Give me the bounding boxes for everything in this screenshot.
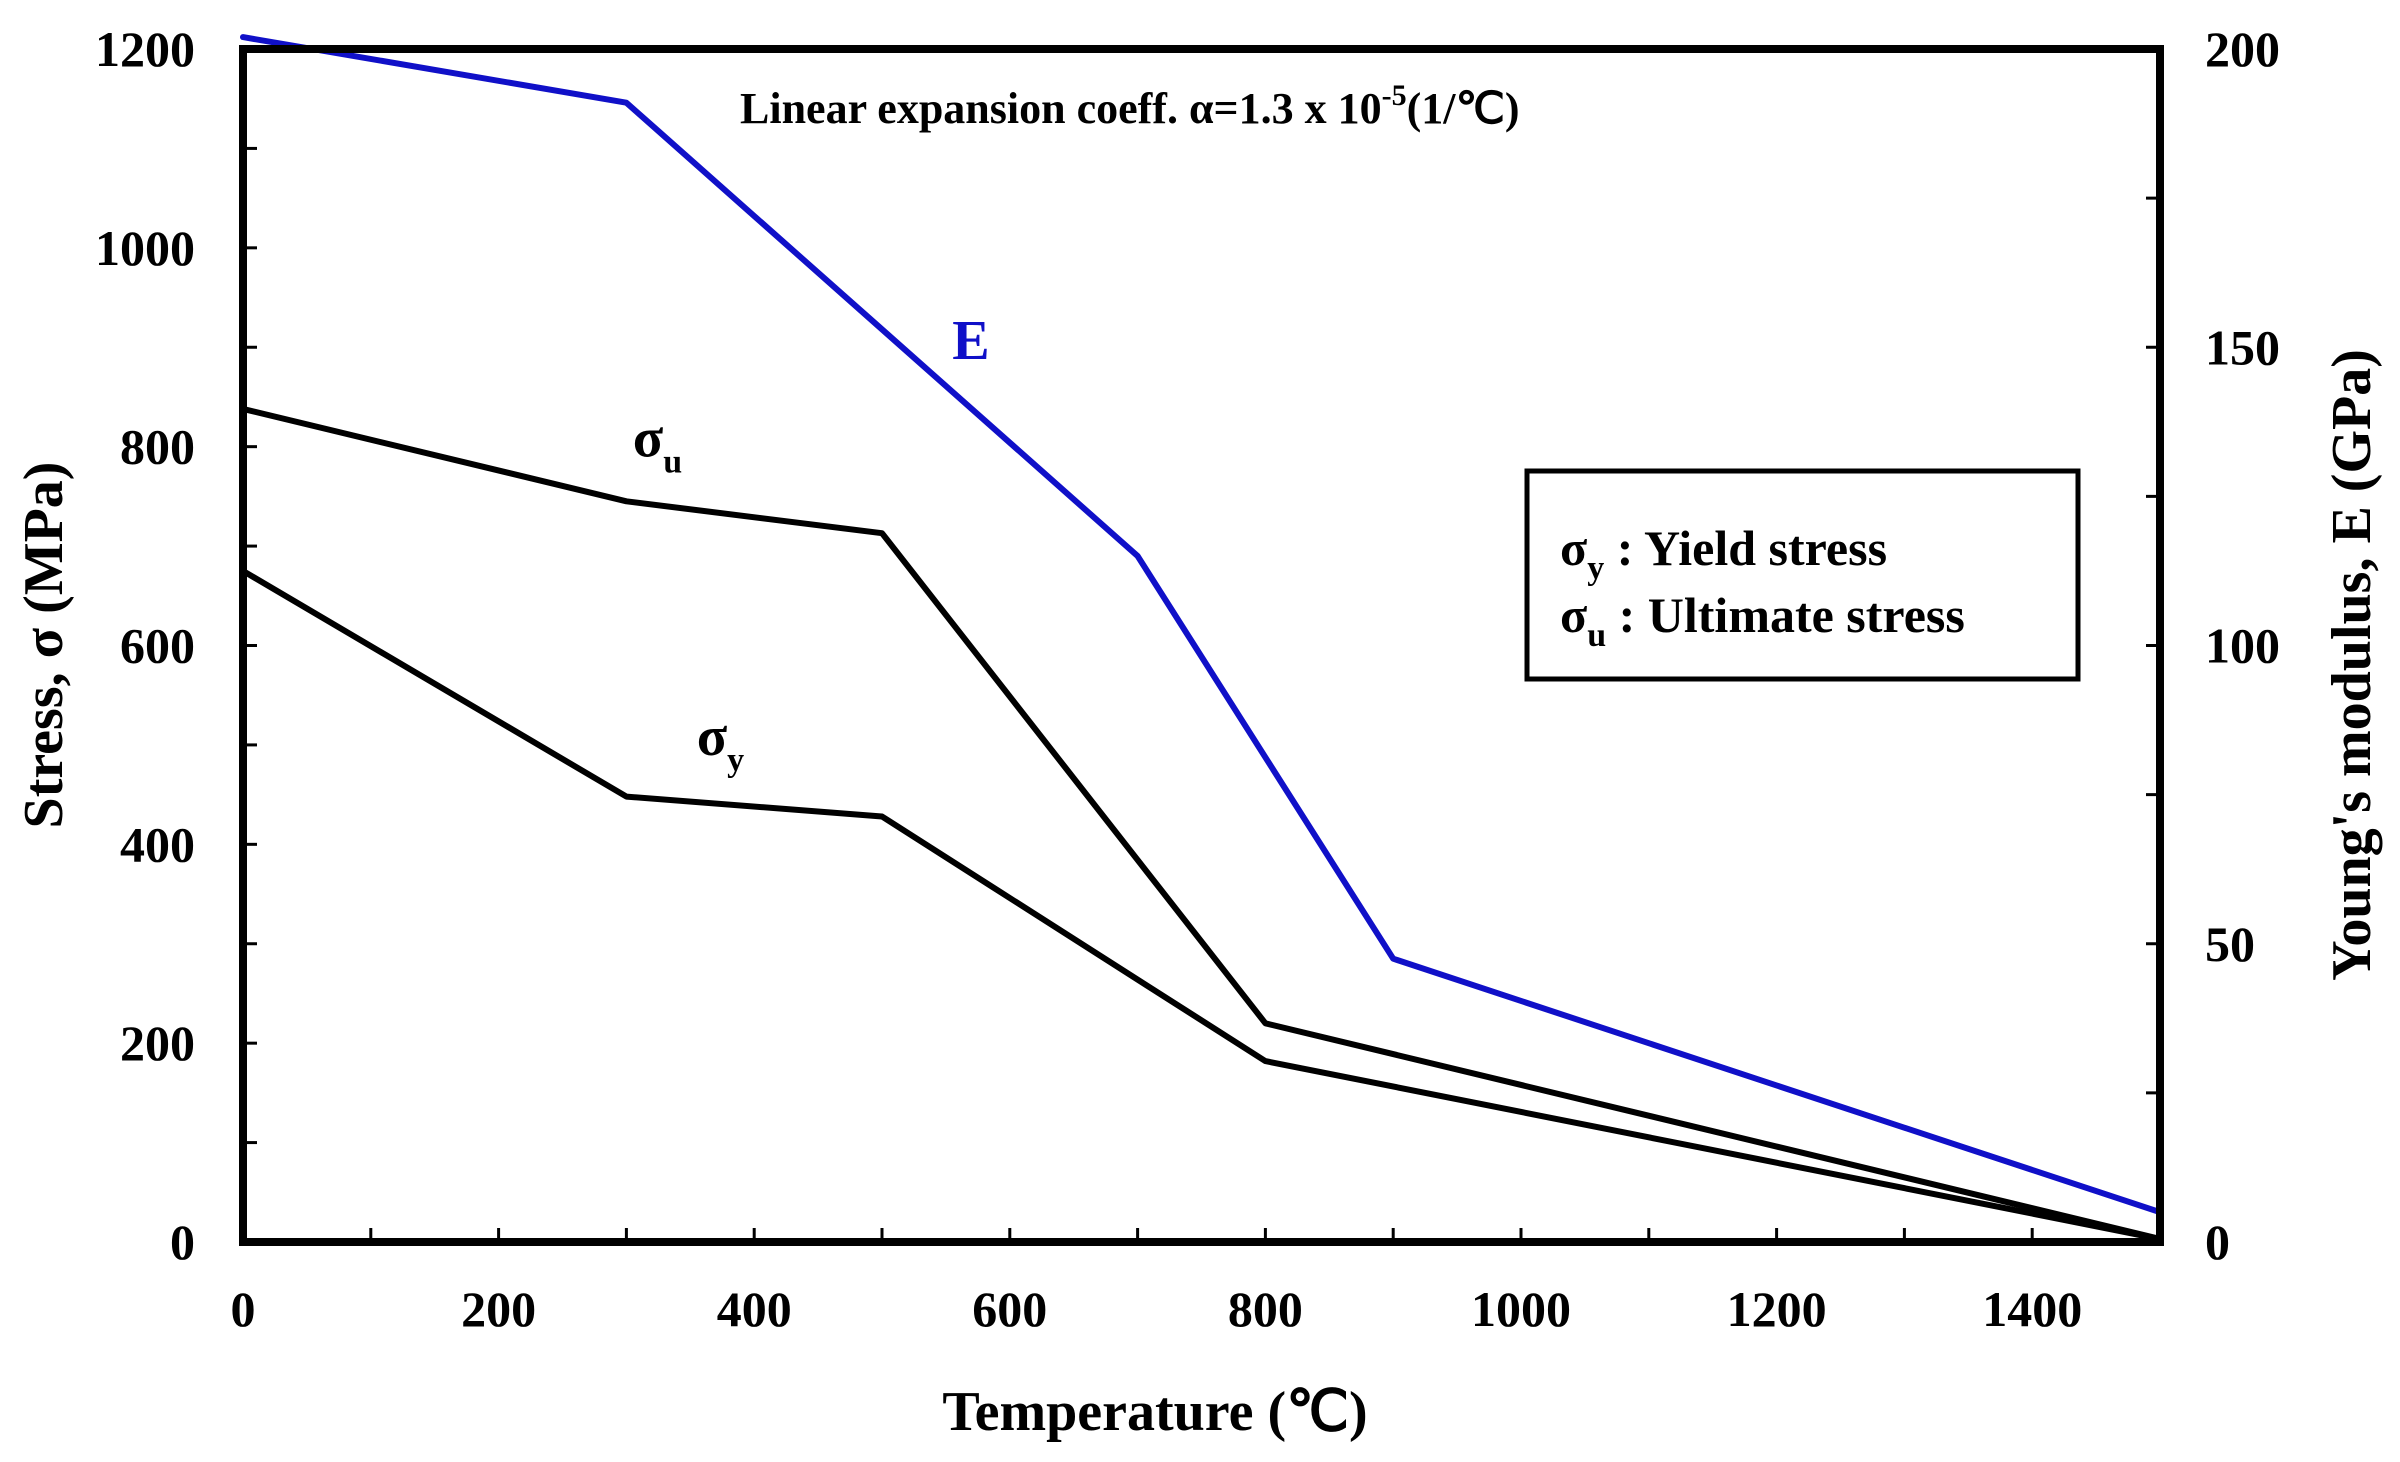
x-tick-label: 1000	[1471, 1281, 1571, 1337]
y2-tick-label: 50	[2205, 916, 2255, 972]
legend-box	[1524, 468, 2081, 682]
legend-entry-yield-symbol: σ	[1560, 520, 1587, 576]
y-tick-label: 200	[120, 1015, 195, 1071]
legend-entry-ultimate: σu : Ultimate stress	[1560, 587, 1965, 654]
annotation-suffix: (1/℃)	[1407, 84, 1520, 133]
legend-entry-yield-text: : Yield stress	[1604, 520, 1887, 576]
x-axis-title: Temperature (℃)	[942, 1381, 1367, 1443]
tick-labels: 0 200 400 600 800 1000 1200 1400020040060080010…	[95, 21, 2280, 1337]
series-label-E: E	[952, 310, 989, 372]
x-tick-label: 600	[972, 1281, 1047, 1337]
expansion-coefficient-annotation: Linear expansion coeff. α=1.3 x 10-5(1/℃…	[740, 79, 1520, 133]
y-tick-label: 0	[170, 1214, 195, 1270]
series-line-E	[240, 34, 2163, 1216]
legend-entry-yield-subscript: y	[1587, 550, 1604, 587]
series-lines	[240, 34, 2163, 1242]
y-axis-title: Stress, σ (MPa)	[13, 462, 75, 829]
plot-frame	[239, 45, 2164, 1246]
annotation-prefix: Linear expansion coeff. α=1.3 x 10	[740, 84, 1382, 133]
series-line-sigma_u	[240, 405, 2163, 1242]
series-label-subscript: y	[727, 742, 744, 779]
series-line-sigma_y	[240, 567, 2163, 1242]
y2-tick-label: 200	[2205, 21, 2280, 77]
x-tick-label: 0	[231, 1281, 256, 1337]
annotation-exponent: -5	[1382, 79, 1407, 112]
y-tick-label: 800	[120, 419, 195, 475]
legend-entry-ultimate-text: : Ultimate stress	[1606, 587, 1965, 643]
x-tick-label: 400	[717, 1281, 792, 1337]
x-tick-label: 1200	[1727, 1281, 1827, 1337]
series-label-symbol: E	[952, 310, 989, 372]
y2-tick-label: 150	[2205, 319, 2280, 375]
x-tick-label: 200	[461, 1281, 536, 1337]
y-tick-label: 1000	[95, 220, 195, 276]
series-label-symbol: σ	[697, 706, 728, 768]
x-tick-label: 800	[1228, 1281, 1303, 1337]
series-label-sigma_u: σu	[633, 408, 682, 481]
x-tick-label: 1400	[1982, 1281, 2082, 1337]
y2-tick-label: 0	[2205, 1214, 2230, 1270]
series-label-subscript: u	[663, 444, 682, 481]
y2-axis-title: Young's modulus, E (GPa)	[2321, 349, 2383, 981]
y-tick-label: 600	[120, 618, 195, 674]
legend-entry-ultimate-subscript: u	[1587, 617, 1606, 654]
y-tick-label: 1200	[95, 21, 195, 77]
y-tick-label: 400	[120, 816, 195, 872]
series-label-symbol: σ	[633, 408, 664, 470]
y2-tick-label: 100	[2205, 618, 2280, 674]
series-label-sigma_y: σy	[697, 706, 744, 779]
legend-entry-yield: σy : Yield stress	[1560, 520, 1887, 587]
legend-entry-ultimate-symbol: σ	[1560, 587, 1587, 643]
legend: σy : Yield stress σu : Ultimate stress	[1524, 468, 2081, 682]
